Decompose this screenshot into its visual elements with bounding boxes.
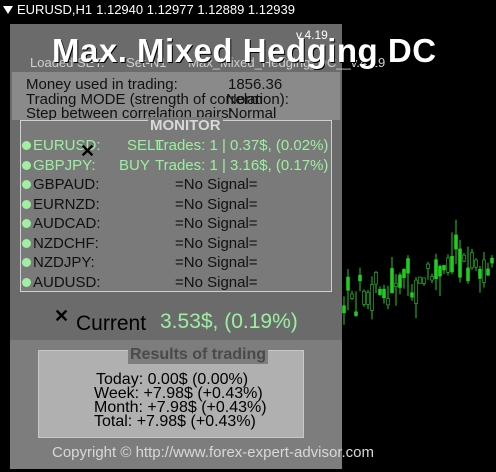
status-dot-icon xyxy=(22,160,31,170)
pair-symbol: AUDUSD: xyxy=(33,273,101,291)
status-dot-icon xyxy=(22,238,31,248)
status-dot-icon xyxy=(22,141,31,150)
step-value: Normal xyxy=(228,105,277,122)
loaded-set-label: Loaded SET: xyxy=(30,55,105,70)
candle-body xyxy=(346,276,350,291)
pair-signal: Trades: 1 | 3.16$, (0.17%) xyxy=(155,156,329,174)
trading-mode-label: Trading MODE (strength of correlation): xyxy=(26,91,289,108)
candle-body xyxy=(482,259,486,283)
pair-signal: Trades: 1 | 0.37$, (0.02%) xyxy=(155,137,329,154)
monitor-title: MONITOR xyxy=(148,117,223,134)
trade-direction: BUY xyxy=(119,156,150,174)
chart-symbol-bar: EURUSD,H1 1.12940 1.12977 1.12889 1.1293… xyxy=(3,2,295,17)
monitor-box xyxy=(20,120,332,292)
candle-body xyxy=(342,305,346,314)
version-label: v.4.19 xyxy=(296,28,328,42)
info-box xyxy=(12,72,340,120)
set-name: Set-N1 xyxy=(126,55,167,70)
pair-signal: =No Signal= xyxy=(175,195,258,213)
current-label: Current xyxy=(76,312,147,335)
ea-file-name: Max_Mixed_Hedging_DC__v.4.19 xyxy=(188,55,386,70)
status-dot-icon xyxy=(22,199,31,209)
results-today: Today: 0.00$ (0.00%) xyxy=(96,371,249,388)
candle-body xyxy=(426,263,430,269)
candle-body xyxy=(350,293,354,299)
symbol-label: EURUSD,H1 xyxy=(17,2,93,17)
trade-direction: SELL xyxy=(127,137,164,154)
pair-symbol: NZDJPY: xyxy=(33,254,95,271)
candle-body xyxy=(486,268,490,276)
candle-body xyxy=(414,279,418,304)
candle-body xyxy=(358,274,362,282)
pair-symbol: EURNZD: xyxy=(33,195,100,213)
candle-body xyxy=(446,257,450,273)
pair-signal: =No Signal= xyxy=(175,234,258,252)
results-month: Month: +7.98$ (+0.43%) xyxy=(94,399,267,416)
pair-signal: =No Signal= xyxy=(175,254,258,271)
money-used-value: 1856.36 xyxy=(228,76,283,93)
candle-body xyxy=(454,234,458,250)
trading-mode-row: Trading MODE (strength of correlation): … xyxy=(26,92,289,107)
candle-body xyxy=(422,277,426,284)
results-week: Week: +7.98$ (+0.43%) xyxy=(94,385,263,402)
dropdown-triangle-icon[interactable] xyxy=(3,5,13,14)
status-dot-icon xyxy=(22,180,31,189)
price-values: 1.12940 1.12977 1.12889 1.12939 xyxy=(96,2,295,17)
results-total: Total: +7.98$ (+0.43%) xyxy=(94,413,256,430)
candle-body xyxy=(374,272,378,285)
results-title: Results of trading xyxy=(128,346,269,364)
candle-body xyxy=(390,268,394,294)
candle-body xyxy=(382,288,386,299)
candle-body xyxy=(462,254,466,262)
candle-body xyxy=(370,284,374,311)
candle-body xyxy=(450,256,454,273)
candle-body xyxy=(402,269,406,279)
candle-body xyxy=(418,276,422,284)
candle-body xyxy=(490,257,494,264)
candle-body xyxy=(442,265,446,271)
panel-title: Max. Mixed Hedging DC xyxy=(52,32,437,69)
candle-body xyxy=(430,276,434,281)
candle-body xyxy=(394,282,398,287)
close-all-icon[interactable]: ✕ xyxy=(54,306,70,326)
money-used-row: Money used in trading: 1856.36 xyxy=(26,76,282,93)
candle-body xyxy=(438,265,442,277)
pair-symbol: GBPJPY: xyxy=(33,156,96,174)
candle-body xyxy=(366,292,370,305)
copyright-link[interactable]: Copyright © http://www.forex-expert-advi… xyxy=(52,444,375,461)
pair-symbol: EURUSD: xyxy=(33,137,101,154)
candle-body xyxy=(378,288,382,295)
pair-symbol: AUDCAD: xyxy=(33,215,101,232)
status-dot-icon xyxy=(22,219,31,228)
candle-body xyxy=(474,259,478,268)
candle-body xyxy=(478,268,482,279)
pair-symbol: GBPAUD: xyxy=(33,176,100,193)
loaded-set-line: Loaded SET: Set-N1 Max_Mixed_Hedging_DC_… xyxy=(30,55,403,70)
money-used-label: Money used in trading: xyxy=(26,76,178,93)
close-trade-icon[interactable]: ✕ xyxy=(80,141,96,161)
status-dot-icon xyxy=(22,277,31,287)
candle-body xyxy=(362,290,366,305)
candle-body xyxy=(406,258,410,274)
status-dot-icon xyxy=(22,258,31,267)
candle-body xyxy=(410,292,414,298)
pair-signal: =No Signal= xyxy=(175,273,258,291)
candle-body xyxy=(434,259,438,280)
current-profit-value: 3.53$, (0.19%) xyxy=(160,310,298,333)
candle-body xyxy=(458,248,462,278)
candle-body xyxy=(470,252,474,269)
candle-body xyxy=(466,267,470,282)
candle-body xyxy=(386,298,390,306)
pair-signal: =No Signal= xyxy=(175,176,258,193)
pair-symbol: NZDCHF: xyxy=(33,234,99,252)
trading-mode-value: Norm xyxy=(226,91,263,108)
candle-body xyxy=(398,274,402,288)
pair-signal: =No Signal= xyxy=(175,215,258,232)
candle-body xyxy=(354,311,358,316)
